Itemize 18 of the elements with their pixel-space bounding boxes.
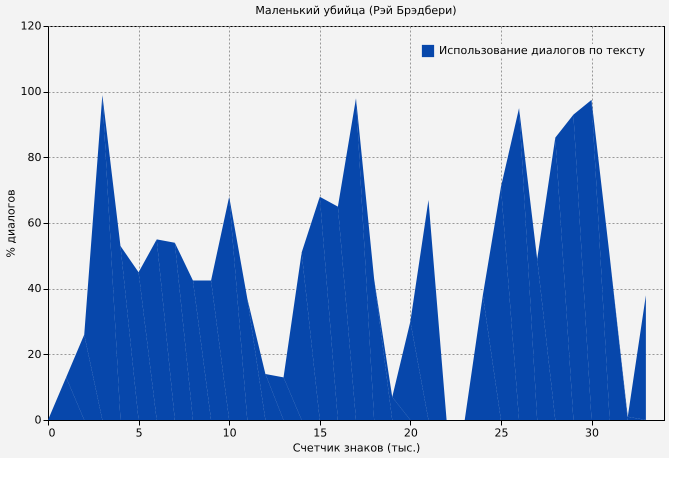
x-tick-label: 30	[585, 426, 600, 440]
y-tick-label: 80	[28, 150, 42, 164]
x-tick-label: 0	[48, 426, 56, 440]
x-tick-label: 15	[313, 426, 328, 440]
x-tick-label: 5	[136, 426, 143, 440]
chart-title: Маленький убийца (Рэй Брэдбери)	[255, 4, 457, 17]
legend-label: Использование диалогов по тексту	[439, 44, 646, 57]
y-tick-label: 20	[28, 348, 42, 361]
y-tick-label: 60	[28, 216, 42, 230]
x-tick-label: 20	[404, 426, 418, 440]
x-tick-label: 25	[494, 426, 508, 440]
y-tick-label: 100	[20, 85, 42, 98]
y-tick-label: 0	[34, 414, 42, 426]
y-axis-title: % диалогов	[4, 189, 18, 258]
x-axis-title: Счетчик знаков (тыс.)	[292, 442, 420, 454]
y-tick-label: 120	[20, 20, 42, 32]
x-tick-label: 10	[222, 426, 237, 440]
y-tick-label: 40	[28, 282, 42, 296]
